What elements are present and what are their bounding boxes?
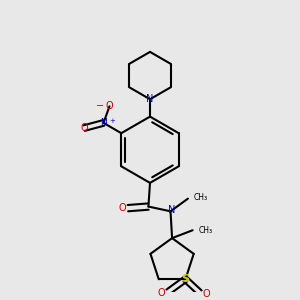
Text: O: O: [118, 203, 126, 213]
Text: +: +: [109, 118, 115, 124]
Text: S: S: [182, 274, 190, 284]
Text: O: O: [157, 288, 165, 298]
Text: −: −: [96, 101, 104, 111]
Text: CH₃: CH₃: [194, 193, 208, 202]
Text: O: O: [106, 101, 113, 111]
Text: O: O: [80, 123, 88, 133]
Text: N: N: [168, 206, 176, 215]
Text: CH₃: CH₃: [198, 226, 212, 235]
Text: N: N: [100, 118, 107, 127]
Text: O: O: [203, 289, 210, 299]
Text: N: N: [146, 94, 154, 104]
